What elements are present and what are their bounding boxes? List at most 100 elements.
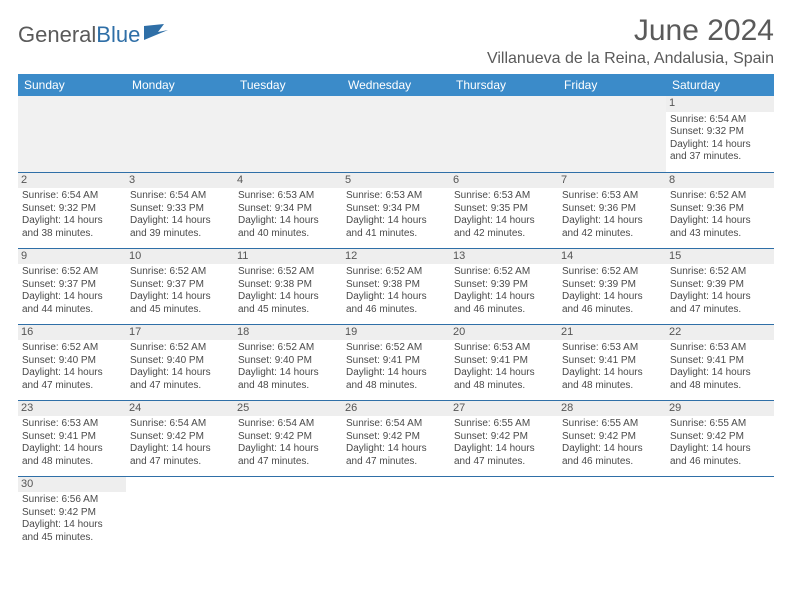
- daylight-text: Daylight: 14 hours and 45 minutes.: [238, 291, 338, 316]
- day-number: 23: [18, 401, 126, 417]
- day-cell: 20Sunrise: 6:53 AMSunset: 9:41 PMDayligh…: [450, 324, 558, 400]
- daylight-text: Daylight: 14 hours and 44 minutes.: [22, 291, 122, 316]
- daylight-text: Daylight: 14 hours and 46 minutes.: [562, 443, 662, 468]
- sunset-text: Sunset: 9:40 PM: [238, 355, 338, 368]
- sunrise-text: Sunrise: 6:52 AM: [346, 266, 446, 279]
- sunrise-text: Sunrise: 6:55 AM: [670, 418, 770, 431]
- day-number: 9: [18, 249, 126, 265]
- sunset-text: Sunset: 9:42 PM: [22, 507, 122, 520]
- empty-cell: [126, 476, 234, 552]
- day-cell: 19Sunrise: 6:52 AMSunset: 9:41 PMDayligh…: [342, 324, 450, 400]
- day-number: 10: [126, 249, 234, 265]
- calendar-body: 1Sunrise: 6:54 AMSunset: 9:32 PMDaylight…: [18, 96, 774, 552]
- day-number: 17: [126, 325, 234, 341]
- sunrise-text: Sunrise: 6:52 AM: [130, 266, 230, 279]
- sunrise-text: Sunrise: 6:55 AM: [562, 418, 662, 431]
- daylight-text: Daylight: 14 hours and 48 minutes.: [22, 443, 122, 468]
- day-cell: 28Sunrise: 6:55 AMSunset: 9:42 PMDayligh…: [558, 400, 666, 476]
- day-header: Wednesday: [342, 74, 450, 96]
- day-cell: 23Sunrise: 6:53 AMSunset: 9:41 PMDayligh…: [18, 400, 126, 476]
- sunset-text: Sunset: 9:35 PM: [454, 203, 554, 216]
- flag-icon: [144, 22, 170, 48]
- daylight-text: Daylight: 14 hours and 47 minutes.: [670, 291, 770, 316]
- day-cell: 21Sunrise: 6:53 AMSunset: 9:41 PMDayligh…: [558, 324, 666, 400]
- empty-cell: [450, 96, 558, 172]
- day-number: 11: [234, 249, 342, 265]
- day-number: 13: [450, 249, 558, 265]
- sunset-text: Sunset: 9:34 PM: [346, 203, 446, 216]
- daylight-text: Daylight: 14 hours and 48 minutes.: [670, 367, 770, 392]
- sunset-text: Sunset: 9:42 PM: [130, 431, 230, 444]
- daylight-text: Daylight: 14 hours and 45 minutes.: [22, 519, 122, 544]
- day-number: 15: [666, 249, 774, 265]
- sunset-text: Sunset: 9:32 PM: [670, 126, 770, 139]
- day-number: 16: [18, 325, 126, 341]
- sunset-text: Sunset: 9:41 PM: [562, 355, 662, 368]
- sunrise-text: Sunrise: 6:54 AM: [346, 418, 446, 431]
- sunset-text: Sunset: 9:40 PM: [130, 355, 230, 368]
- day-cell: 18Sunrise: 6:52 AMSunset: 9:40 PMDayligh…: [234, 324, 342, 400]
- day-header: Sunday: [18, 74, 126, 96]
- daylight-text: Daylight: 14 hours and 47 minutes.: [454, 443, 554, 468]
- day-header: Monday: [126, 74, 234, 96]
- sunset-text: Sunset: 9:37 PM: [22, 279, 122, 292]
- week-row: 23Sunrise: 6:53 AMSunset: 9:41 PMDayligh…: [18, 400, 774, 476]
- day-number: 12: [342, 249, 450, 265]
- empty-cell: [234, 476, 342, 552]
- sunrise-text: Sunrise: 6:54 AM: [670, 114, 770, 127]
- sunrise-text: Sunrise: 6:53 AM: [670, 342, 770, 355]
- month-title: June 2024: [487, 14, 774, 48]
- sunrise-text: Sunrise: 6:52 AM: [454, 266, 554, 279]
- day-number: 24: [126, 401, 234, 417]
- sunrise-text: Sunrise: 6:52 AM: [238, 266, 338, 279]
- sunrise-text: Sunrise: 6:53 AM: [238, 190, 338, 203]
- day-cell: 14Sunrise: 6:52 AMSunset: 9:39 PMDayligh…: [558, 248, 666, 324]
- day-cell: 27Sunrise: 6:55 AMSunset: 9:42 PMDayligh…: [450, 400, 558, 476]
- daylight-text: Daylight: 14 hours and 47 minutes.: [238, 443, 338, 468]
- daylight-text: Daylight: 14 hours and 47 minutes.: [22, 367, 122, 392]
- sunset-text: Sunset: 9:42 PM: [562, 431, 662, 444]
- title-block: June 2024 Villanueva de la Reina, Andalu…: [487, 14, 774, 68]
- day-cell: 12Sunrise: 6:52 AMSunset: 9:38 PMDayligh…: [342, 248, 450, 324]
- empty-cell: [666, 476, 774, 552]
- logo-text-2: Blue: [96, 22, 140, 48]
- day-number: 7: [558, 173, 666, 189]
- day-header: Saturday: [666, 74, 774, 96]
- sunrise-text: Sunrise: 6:52 AM: [346, 342, 446, 355]
- daylight-text: Daylight: 14 hours and 48 minutes.: [238, 367, 338, 392]
- sunset-text: Sunset: 9:42 PM: [670, 431, 770, 444]
- sunset-text: Sunset: 9:39 PM: [670, 279, 770, 292]
- sunset-text: Sunset: 9:41 PM: [346, 355, 446, 368]
- sunrise-text: Sunrise: 6:52 AM: [130, 342, 230, 355]
- day-cell: 10Sunrise: 6:52 AMSunset: 9:37 PMDayligh…: [126, 248, 234, 324]
- sunrise-text: Sunrise: 6:55 AM: [454, 418, 554, 431]
- sunrise-text: Sunrise: 6:52 AM: [22, 342, 122, 355]
- sunrise-text: Sunrise: 6:53 AM: [562, 342, 662, 355]
- daylight-text: Daylight: 14 hours and 42 minutes.: [562, 215, 662, 240]
- daylight-text: Daylight: 14 hours and 48 minutes.: [454, 367, 554, 392]
- day-number: 8: [666, 173, 774, 189]
- day-number: 2: [18, 173, 126, 189]
- sunset-text: Sunset: 9:37 PM: [130, 279, 230, 292]
- empty-cell: [558, 476, 666, 552]
- sunset-text: Sunset: 9:40 PM: [22, 355, 122, 368]
- sunrise-text: Sunrise: 6:53 AM: [454, 190, 554, 203]
- daylight-text: Daylight: 14 hours and 45 minutes.: [130, 291, 230, 316]
- day-number: 1: [666, 96, 774, 112]
- sunset-text: Sunset: 9:42 PM: [238, 431, 338, 444]
- day-number: 14: [558, 249, 666, 265]
- day-cell: 29Sunrise: 6:55 AMSunset: 9:42 PMDayligh…: [666, 400, 774, 476]
- week-row: 1Sunrise: 6:54 AMSunset: 9:32 PMDaylight…: [18, 96, 774, 172]
- day-number: 25: [234, 401, 342, 417]
- day-number: 5: [342, 173, 450, 189]
- day-cell: 16Sunrise: 6:52 AMSunset: 9:40 PMDayligh…: [18, 324, 126, 400]
- sunrise-text: Sunrise: 6:54 AM: [22, 190, 122, 203]
- day-number: 4: [234, 173, 342, 189]
- daylight-text: Daylight: 14 hours and 46 minutes.: [562, 291, 662, 316]
- daylight-text: Daylight: 14 hours and 47 minutes.: [130, 367, 230, 392]
- sunset-text: Sunset: 9:38 PM: [346, 279, 446, 292]
- day-cell: 25Sunrise: 6:54 AMSunset: 9:42 PMDayligh…: [234, 400, 342, 476]
- day-cell: 30Sunrise: 6:56 AMSunset: 9:42 PMDayligh…: [18, 476, 126, 552]
- sunset-text: Sunset: 9:34 PM: [238, 203, 338, 216]
- sunrise-text: Sunrise: 6:52 AM: [670, 190, 770, 203]
